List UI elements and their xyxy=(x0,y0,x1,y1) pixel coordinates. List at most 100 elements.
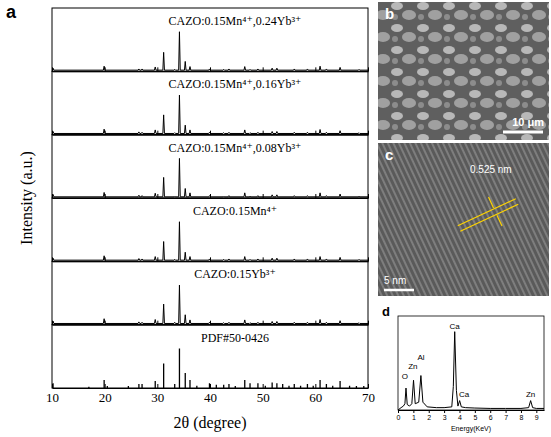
pattern-label: PDF#50-0426 xyxy=(201,331,269,345)
tick-mark xyxy=(475,410,476,413)
pattern-label: CAZO:0.15Mn⁴⁺,0.08Yb³⁺ xyxy=(169,141,302,155)
scale-bar xyxy=(503,131,543,134)
tick-mark xyxy=(368,67,369,71)
tick-mark xyxy=(263,194,264,198)
axis-line xyxy=(53,388,369,389)
tick: 6 xyxy=(489,410,493,421)
tick: 8 xyxy=(519,410,523,421)
stick xyxy=(326,384,327,388)
pattern-label: CAZO:0.15Yb³⁺ xyxy=(194,267,276,281)
tick-mark xyxy=(210,384,211,388)
scale-bar-label: 5 nm xyxy=(384,275,406,286)
tick-mark xyxy=(105,384,106,388)
plot-frame xyxy=(52,71,368,134)
tick xyxy=(315,67,316,71)
stick xyxy=(185,373,186,388)
peak-label: O xyxy=(402,372,408,381)
x-axis-title: 2θ (degree) xyxy=(174,414,247,432)
tick-mark xyxy=(429,410,430,413)
peak-label: Ca xyxy=(459,390,470,399)
panel-letter: c xyxy=(385,146,393,163)
tick xyxy=(52,194,53,198)
peak-label: Al xyxy=(417,353,424,362)
tick-mark xyxy=(105,321,106,325)
tick-label: 5 xyxy=(473,414,477,421)
stick xyxy=(155,381,156,388)
tick: 2 xyxy=(427,410,431,421)
marker-arrow xyxy=(497,215,502,226)
marker-arrow xyxy=(488,197,493,208)
pattern-line xyxy=(52,32,368,70)
stick xyxy=(271,382,272,388)
tick xyxy=(368,194,369,198)
plot-frame xyxy=(52,8,368,71)
stick xyxy=(307,384,308,388)
pattern-label: CAZO:0.15Mn⁴⁺ xyxy=(193,204,277,218)
tick xyxy=(368,321,369,325)
peak-label: Zn xyxy=(408,362,417,371)
stick xyxy=(163,363,164,388)
tick-mark xyxy=(157,194,158,198)
plot-area xyxy=(52,95,368,133)
pattern-line xyxy=(52,222,368,260)
tick-label: 10 xyxy=(46,390,59,405)
tick-mark xyxy=(210,321,211,325)
d-spacing-marker xyxy=(452,187,524,243)
panel-letter: a xyxy=(6,2,17,22)
tick-mark xyxy=(157,257,158,261)
stick xyxy=(209,383,210,388)
tick: 9 xyxy=(535,410,539,421)
tick-mark xyxy=(368,131,369,135)
stick xyxy=(294,384,295,388)
stick xyxy=(103,380,104,388)
tick: 40 xyxy=(204,384,217,405)
stick xyxy=(141,384,142,388)
stick xyxy=(179,348,180,388)
x-axis: 0123456789 xyxy=(397,410,545,421)
x-axis-title: Energy(KeV) xyxy=(451,425,491,433)
tick xyxy=(368,257,369,261)
tick: 30 xyxy=(151,384,164,405)
tick-label: 3 xyxy=(443,414,447,421)
tick xyxy=(210,257,211,261)
tick xyxy=(315,131,316,135)
scale-bar-label: 10 μm xyxy=(512,116,544,128)
tick-mark xyxy=(105,131,106,135)
tick-mark xyxy=(263,257,264,261)
tick-label: 70 xyxy=(362,390,375,405)
tick-mark xyxy=(315,194,316,198)
tick-mark xyxy=(210,131,211,135)
tick-mark xyxy=(157,384,158,388)
plot-frame xyxy=(398,316,544,410)
tick xyxy=(105,131,106,135)
tick-mark xyxy=(157,67,158,71)
stick xyxy=(228,384,229,388)
figure: CAZO:0.15Mn⁴⁺,0.24Yb³⁺CAZO:0.15Mn⁴⁺,0.16… xyxy=(0,0,551,437)
tick xyxy=(52,131,53,135)
tick-label: 8 xyxy=(519,414,523,421)
tick-mark xyxy=(157,131,158,135)
scale-bar xyxy=(384,289,414,292)
tick xyxy=(263,257,264,261)
tick-mark xyxy=(105,67,106,71)
marker-line xyxy=(460,204,518,231)
tick xyxy=(210,67,211,71)
tick-mark xyxy=(315,384,316,388)
tick: 0 xyxy=(397,410,401,421)
tick-mark xyxy=(105,257,106,261)
tick xyxy=(52,257,53,261)
y-axis-title: Intensity (a.u.) xyxy=(18,151,36,245)
stick xyxy=(138,384,139,388)
tick: 10 xyxy=(46,384,59,405)
stick xyxy=(174,384,175,388)
plot-area xyxy=(398,332,544,410)
sem-image xyxy=(378,2,549,140)
tick-mark xyxy=(210,257,211,261)
tick-mark xyxy=(459,410,460,413)
tick xyxy=(210,194,211,198)
tick-mark xyxy=(368,384,369,388)
plot-frame xyxy=(52,261,368,324)
tick-mark xyxy=(315,321,316,325)
plot-frame xyxy=(52,198,368,261)
tick-mark xyxy=(210,67,211,71)
